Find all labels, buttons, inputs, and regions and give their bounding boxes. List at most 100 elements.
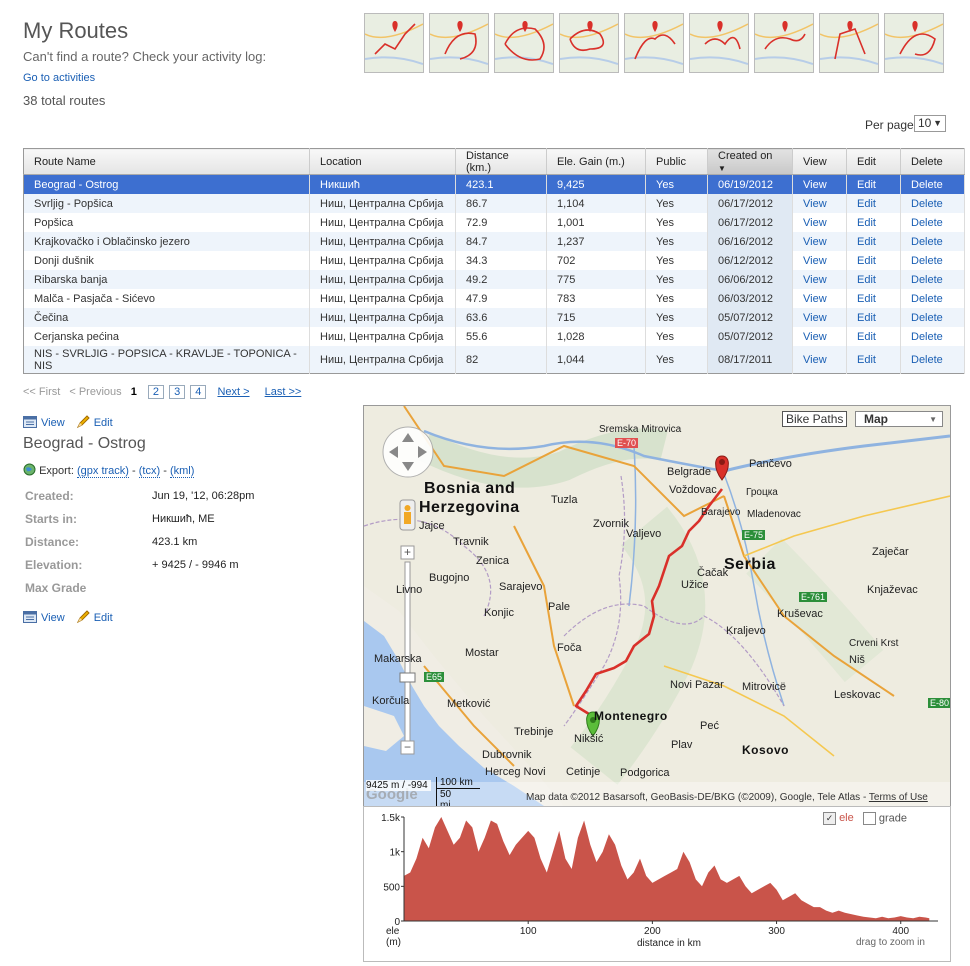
table-row[interactable]: Beograd - Ostrog Никшић 423.1 9,425 Yes 06/19…: [23, 174, 965, 194]
terms-of-use-link[interactable]: Terms of Use: [868, 792, 928, 803]
delete-link[interactable]: Delete: [911, 235, 943, 248]
view-link[interactable]: View: [803, 216, 827, 229]
view-link[interactable]: View: [803, 178, 827, 191]
column-header-created-on[interactable]: Created on ▼: [707, 148, 793, 175]
per-page-select[interactable]: 10 ▼: [914, 115, 946, 132]
route-map[interactable]: + − Google Bosnia and Herzegovina Serbia…: [363, 405, 951, 807]
cell-route-location: Ниш, Централна Србија: [309, 213, 456, 232]
route-thumbnail[interactable]: [624, 13, 684, 73]
route-thumbnail[interactable]: [754, 13, 814, 73]
y-tick-label: 500: [383, 882, 400, 893]
page-subtitle: Can't find a route? Check your activity …: [23, 49, 267, 64]
column-header-route-name[interactable]: Route Name: [23, 148, 310, 175]
cell-route-distance: 423.1: [455, 174, 547, 194]
edit-link[interactable]: Edit: [857, 311, 876, 324]
column-header-distance-km[interactable]: Distance (km.): [455, 148, 547, 175]
view-link[interactable]: View: [803, 330, 827, 343]
detail-edit-link-bottom[interactable]: Edit: [93, 612, 113, 625]
cell-edit-link: Edit: [846, 327, 901, 346]
route-thumbnail[interactable]: [884, 13, 944, 73]
export-kml-link[interactable]: (kml): [169, 464, 195, 478]
place-konjic: Konjic: [484, 607, 514, 619]
delete-link[interactable]: Delete: [911, 216, 943, 229]
delete-link[interactable]: Delete: [911, 330, 943, 343]
table-row[interactable]: NIS - SVRLJIG - POPSICA - KRAVLJE - TOPO…: [23, 346, 965, 374]
view-link[interactable]: View: [803, 197, 827, 210]
detail-view-link-bottom[interactable]: View: [41, 612, 65, 625]
export-tcx-link[interactable]: (tcx): [138, 464, 161, 478]
detail-view-link[interactable]: View: [41, 417, 65, 430]
cell-route-distance: 55.6: [455, 327, 547, 346]
column-header-ele-gain-m[interactable]: Ele. Gain (m.): [546, 148, 646, 175]
column-header-location[interactable]: Location: [309, 148, 456, 175]
bike-paths-toggle[interactable]: Bike Paths: [782, 411, 848, 427]
delete-link[interactable]: Delete: [911, 311, 943, 324]
view-link[interactable]: View: [803, 353, 827, 366]
edit-link[interactable]: Edit: [857, 216, 876, 229]
route-thumbnail[interactable]: [429, 13, 489, 73]
detail-edit-link[interactable]: Edit: [93, 417, 113, 430]
delete-link[interactable]: Delete: [911, 292, 943, 305]
pager-page-2[interactable]: 2: [147, 385, 165, 399]
edit-link[interactable]: Edit: [857, 353, 876, 366]
table-row[interactable]: Donji dušnik Ниш, Централна Србија 34.3 702…: [23, 251, 965, 270]
ele-checkbox[interactable]: ✓: [823, 812, 836, 825]
table-row[interactable]: Svrljig - Popšica Ниш, Централна Србија 86…: [23, 194, 965, 213]
table-row[interactable]: Čečina Ниш, Централна Србија 63.6 715 Yes 05/…: [23, 308, 965, 327]
table-row[interactable]: Malča - Pasjača - Sićevo Ниш, Централна С…: [23, 289, 965, 308]
column-header-view[interactable]: View: [792, 148, 847, 175]
map-type-select[interactable]: Map ▼: [855, 411, 943, 427]
table-row[interactable]: Popšica Ниш, Централна Србија 72.9 1,001 Yes…: [23, 213, 965, 232]
edit-link[interactable]: Edit: [857, 292, 876, 305]
max-grade-label: Max Grade: [25, 581, 87, 595]
place-cacak: Čačak: [697, 567, 729, 579]
route-thumbnail[interactable]: [689, 13, 749, 73]
cell-view-link: View: [792, 213, 847, 232]
route-thumbnail[interactable]: [364, 13, 424, 73]
pager-last[interactable]: Last >>: [264, 386, 302, 398]
edit-link[interactable]: Edit: [857, 254, 876, 267]
column-header-delete[interactable]: Delete: [900, 148, 965, 175]
edit-link[interactable]: Edit: [857, 178, 876, 191]
delete-link[interactable]: Delete: [911, 273, 943, 286]
elevation-plot[interactable]: 1.5k 1k 500 0 100 200 300 400: [364, 807, 950, 961]
pager-page-3[interactable]: 3: [169, 385, 186, 399]
edit-link[interactable]: Edit: [857, 235, 876, 248]
delete-link[interactable]: Delete: [911, 353, 943, 366]
pager-previous: < Previous: [69, 386, 122, 398]
export-gpx-link[interactable]: (gpx track): [76, 464, 129, 478]
column-header-edit[interactable]: Edit: [846, 148, 901, 175]
grade-checkbox[interactable]: [862, 812, 876, 825]
cell-edit-link: Edit: [846, 194, 901, 213]
edit-link[interactable]: Edit: [857, 273, 876, 286]
table-row[interactable]: Cerjanska pećina Ниш, Централна Србија 55.…: [23, 327, 965, 346]
place-livno: Livno: [396, 584, 423, 596]
pager-next[interactable]: Next >: [217, 386, 250, 398]
globe-icon: [23, 463, 36, 479]
map-canvas[interactable]: + − Google: [364, 406, 950, 806]
elevation-chart[interactable]: 1.5k 1k 500 0 100 200 300 400: [363, 806, 951, 962]
view-link[interactable]: View: [803, 273, 827, 286]
delete-link[interactable]: Delete: [911, 197, 943, 210]
go-to-activities-link[interactable]: Go to activities: [23, 72, 96, 84]
table-row[interactable]: Krajkovačko i Oblačinsko jezero Ниш, Цент…: [23, 232, 965, 251]
edit-link[interactable]: Edit: [857, 330, 876, 343]
column-header-public[interactable]: Public: [645, 148, 708, 175]
route-thumbnail[interactable]: [559, 13, 619, 73]
cell-view-link: View: [792, 251, 847, 270]
edit-link[interactable]: Edit: [857, 197, 876, 210]
cell-route-name: Ribarska banja: [23, 270, 310, 289]
view-link[interactable]: View: [803, 235, 827, 248]
cell-delete-link: Delete: [900, 327, 965, 346]
view-link[interactable]: View: [803, 311, 827, 324]
view-link[interactable]: View: [803, 254, 827, 267]
delete-link[interactable]: Delete: [911, 178, 943, 191]
cell-route-location: Ниш, Централна Србија: [309, 289, 456, 308]
table-row[interactable]: Ribarska banja Ниш, Централна Србија 49.2 7…: [23, 270, 965, 289]
route-thumbnail[interactable]: [819, 13, 879, 73]
delete-link[interactable]: Delete: [911, 254, 943, 267]
route-thumbnail[interactable]: [494, 13, 554, 73]
view-link[interactable]: View: [803, 292, 827, 305]
cell-route-distance: 72.9: [455, 213, 547, 232]
pager-page-4[interactable]: 4: [190, 385, 207, 399]
